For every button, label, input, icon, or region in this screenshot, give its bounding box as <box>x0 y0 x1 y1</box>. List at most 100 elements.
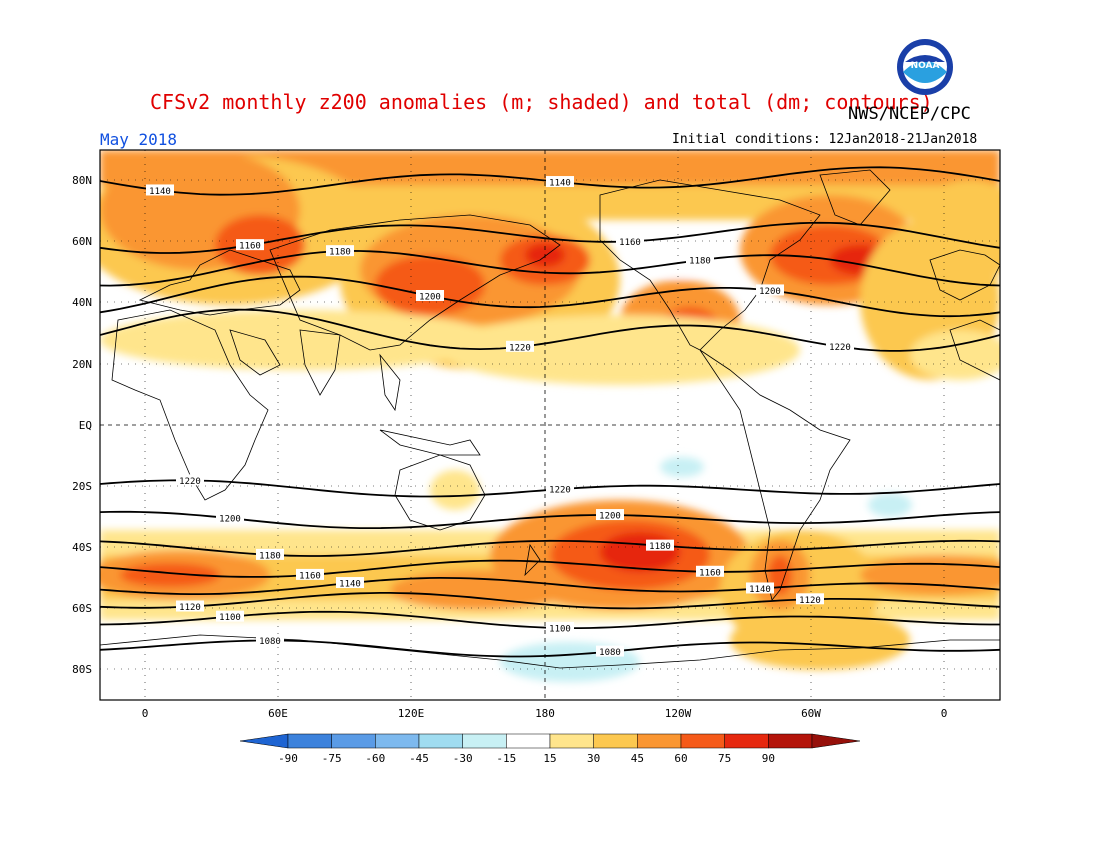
contour-label-bg <box>646 539 674 551</box>
map-title: CFSv2 monthly z200 anomalies (m; shaded)… <box>150 90 933 114</box>
initial-conditions-label: Initial conditions: 12Jan2018-21Jan2018 <box>672 132 978 147</box>
contour-label: 1140 <box>749 585 771 595</box>
contour-label: 1160 <box>239 242 261 252</box>
contour-label: 1100 <box>219 613 241 623</box>
contour-label-bg <box>256 634 284 646</box>
contour-label: 1180 <box>329 248 351 258</box>
month-label: May 2018 <box>100 130 178 149</box>
lat-tick: 40S <box>72 541 92 554</box>
colorbar-swatch <box>462 733 507 749</box>
colorbar-swatch <box>724 733 769 749</box>
lat-tick: 40N <box>72 296 92 309</box>
reference-lines <box>100 150 1000 700</box>
contour-label: 1180 <box>259 551 281 561</box>
lon-tick: 120W <box>665 707 692 720</box>
contour-label-bg <box>336 577 364 589</box>
lon-axis: 0 60E 120E 180 120W 60W 0 <box>142 707 948 720</box>
contour-label-bg <box>546 483 574 495</box>
colorbar-swatch <box>506 733 551 749</box>
lat-tick: 20N <box>72 358 92 371</box>
contour-label: 1100 <box>549 625 571 635</box>
contour-label-bg <box>176 600 204 612</box>
colorbar-swatch <box>418 733 463 749</box>
lat-axis: 80N 60N 40N 20N EQ 20S 40S 60S 80S <box>72 174 92 676</box>
contour-label-bg <box>746 582 774 594</box>
contour-label-bg <box>176 474 204 486</box>
contour-label-bg <box>296 568 324 580</box>
height-contours: 1140 1140 1160 1160 1180 1180 1200 1200 1220 1220… <box>100 166 1000 658</box>
contour-line <box>100 539 1000 557</box>
contour-label: 1220 <box>829 343 851 353</box>
noaa-logo-text: NOAA <box>911 61 940 71</box>
contour-label-bg <box>756 284 784 296</box>
contour-label: 1220 <box>509 343 531 353</box>
colorbar-label: -60 <box>365 752 385 765</box>
contour-line <box>100 275 1000 318</box>
lon-tick: 0 <box>142 707 149 720</box>
contour-label: 1160 <box>699 568 721 578</box>
lon-tick: 120E <box>398 707 425 720</box>
contour-label-bg <box>796 593 824 605</box>
contour-label: 1120 <box>179 603 201 613</box>
lon-tick: 0 <box>941 707 948 720</box>
lon-tick: 180 <box>535 707 555 720</box>
colorbar-label: -90 <box>278 752 298 765</box>
colorbar-label: -30 <box>453 752 473 765</box>
lat-tick: 80N <box>72 174 92 187</box>
contour-label-bg <box>826 340 854 352</box>
colorbar-label: 30 <box>587 752 600 765</box>
contour-label-bg <box>236 239 264 251</box>
colorbar: -90 -75 -60 -45 -30 -15 15 30 45 60 75 90 <box>239 733 861 765</box>
colorbar-swatch <box>637 733 682 749</box>
contour-label-bg <box>596 645 624 657</box>
lon-tick: 60W <box>801 707 821 720</box>
colorbar-swatch <box>287 733 332 749</box>
contour-label: 1140 <box>149 187 171 197</box>
colorbar-swatch <box>549 733 594 749</box>
colorbar-swatch <box>768 733 813 749</box>
contour-label-bg <box>416 289 444 301</box>
colorbar-label: 75 <box>718 752 731 765</box>
contour-line <box>100 559 1000 578</box>
anomaly-shading <box>100 150 1000 682</box>
agency-label: NWS/NCEP/CPC <box>848 104 971 124</box>
contour-label-bg <box>326 245 354 257</box>
colorbar-label: 60 <box>674 752 687 765</box>
contour-line <box>100 249 1000 287</box>
colorbar-swatch <box>375 733 420 749</box>
contour-label: 1120 <box>799 596 821 606</box>
graticule <box>100 150 1000 700</box>
contour-label: 1200 <box>759 287 781 297</box>
contour-label: 1180 <box>689 257 711 267</box>
contour-label-bg <box>696 565 724 577</box>
colorbar-label: 15 <box>543 752 556 765</box>
contour-label-bg <box>216 610 244 622</box>
noaa-logo: NOAA <box>897 39 953 95</box>
colorbar-swatch <box>680 733 725 749</box>
colorbar-label: -45 <box>409 752 429 765</box>
colorbar-swatch <box>331 733 376 749</box>
contour-line <box>100 576 1000 595</box>
colorbar-label: 90 <box>762 752 775 765</box>
contour-line <box>100 592 1000 610</box>
lat-tick: 20S <box>72 480 92 493</box>
colorbar-arrow-high <box>811 733 861 749</box>
contour-label: 1080 <box>259 637 281 647</box>
colorbar-arrow-low <box>239 733 289 749</box>
colorbar-label: -75 <box>322 752 342 765</box>
lat-tick: 60N <box>72 235 92 248</box>
contour-label: 1160 <box>299 571 321 581</box>
contour-label: 1080 <box>599 648 621 658</box>
contour-label: 1140 <box>549 179 571 189</box>
contour-label: 1160 <box>619 238 641 248</box>
lat-tick: EQ <box>79 419 92 432</box>
contour-label-bg <box>616 235 644 247</box>
contour-label-bg <box>256 548 284 560</box>
contour-label-bg <box>216 512 244 524</box>
contour-label-bg <box>596 509 624 521</box>
contour-label-bg <box>546 176 574 188</box>
contour-label-bg <box>546 622 574 634</box>
contour-label-bg <box>686 254 714 266</box>
contour-label-bg <box>146 184 174 196</box>
